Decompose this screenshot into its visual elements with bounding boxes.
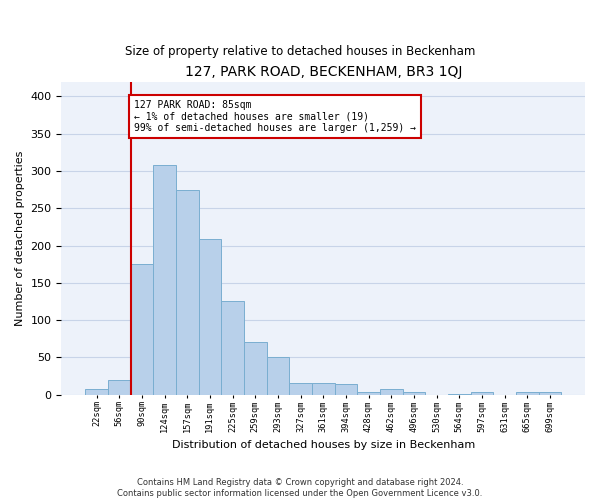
Text: Size of property relative to detached houses in Beckenham: Size of property relative to detached ho… (125, 45, 475, 58)
Bar (199, 239, 221, 394)
Bar (539, 392, 561, 394)
Text: 127 PARK ROAD: 85sqm
← 1% of detached houses are smaller (19)
99% of semi-detach: 127 PARK ROAD: 85sqm ← 1% of detached ho… (134, 100, 416, 134)
Bar (221, 300, 244, 394)
Bar (108, 380, 131, 394)
Bar (380, 388, 403, 394)
Bar (266, 358, 289, 395)
Bar (153, 165, 176, 394)
Bar (289, 384, 312, 394)
Bar (335, 384, 357, 394)
Y-axis label: Number of detached properties: Number of detached properties (15, 150, 25, 326)
Title: 127, PARK ROAD, BECKENHAM, BR3 1QJ: 127, PARK ROAD, BECKENHAM, BR3 1QJ (185, 65, 462, 79)
Text: Contains HM Land Registry data © Crown copyright and database right 2024.
Contai: Contains HM Land Registry data © Crown c… (118, 478, 482, 498)
Bar (403, 392, 425, 394)
Bar (176, 190, 199, 394)
Bar (85, 390, 108, 394)
Bar (470, 392, 493, 394)
Bar (357, 392, 380, 394)
Bar (516, 392, 539, 394)
Bar (131, 264, 153, 394)
X-axis label: Distribution of detached houses by size in Beckenham: Distribution of detached houses by size … (172, 440, 475, 450)
Bar (312, 384, 335, 394)
Bar (244, 342, 266, 394)
